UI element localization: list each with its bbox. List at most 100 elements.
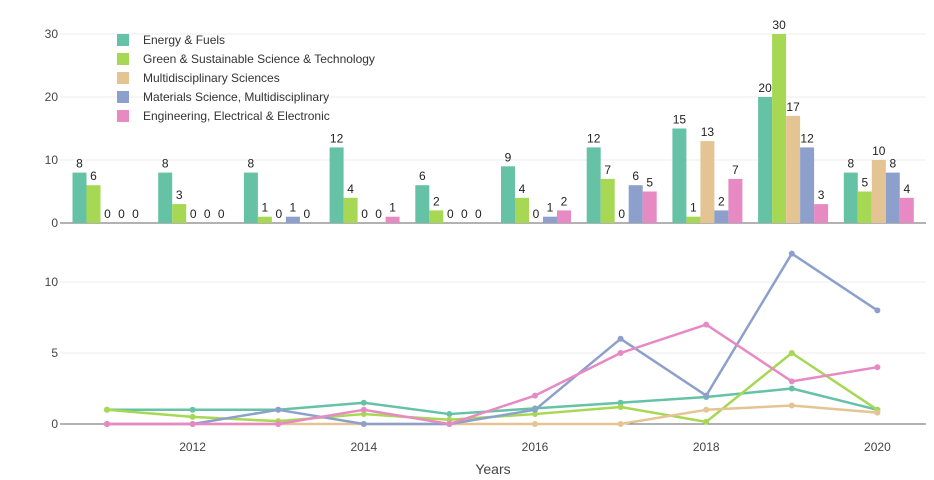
- bar-value-label: 0: [361, 207, 368, 221]
- x-tick-label: 2020: [864, 440, 891, 454]
- bar: [642, 191, 657, 223]
- legend-swatch: [117, 34, 129, 46]
- bar: [257, 216, 272, 223]
- bar-value-label: 5: [861, 176, 868, 190]
- bar: [501, 166, 515, 223]
- series-point: [788, 378, 795, 385]
- bar: [714, 210, 729, 223]
- series-point: [703, 406, 710, 413]
- series-point: [703, 321, 710, 328]
- series-point: [617, 350, 624, 356]
- bar-value-label: 1: [262, 201, 269, 215]
- series-point: [788, 385, 795, 392]
- series-point: [874, 364, 881, 371]
- bar: [857, 191, 872, 223]
- series-point: [532, 392, 538, 399]
- bar-value-label: 8: [847, 157, 854, 171]
- series-point: [617, 421, 624, 427]
- bar-value-label: 6: [632, 169, 639, 183]
- bar-value-label: 3: [176, 188, 183, 202]
- x-tick-label: 2012: [179, 440, 206, 454]
- bar-value-label: 7: [732, 163, 739, 177]
- series-point: [360, 399, 367, 406]
- bar-value-label: 6: [90, 169, 97, 183]
- series-point: [703, 418, 710, 425]
- bar-value-label: 1: [290, 201, 297, 215]
- bar-y-tick-label: 0: [51, 216, 58, 230]
- series-point: [446, 411, 453, 418]
- series-point: [703, 392, 710, 399]
- bar-value-label: 0: [118, 207, 125, 221]
- bar-value-label: 0: [276, 207, 283, 221]
- bar: [543, 216, 557, 223]
- series-point: [617, 335, 624, 342]
- bar: [843, 172, 858, 223]
- series-point: [446, 416, 453, 423]
- series-point: [532, 421, 538, 427]
- bar: [728, 178, 743, 223]
- series-point: [617, 403, 624, 410]
- series-point: [446, 421, 453, 427]
- bar-value-label: 2: [561, 194, 568, 208]
- series-point: [874, 307, 881, 314]
- bar-value-label: 9: [505, 150, 512, 164]
- bar: [86, 185, 101, 223]
- bar: [285, 216, 300, 223]
- series-point: [532, 406, 538, 413]
- line-y-tick-label: 10: [45, 275, 59, 289]
- bar: [415, 185, 430, 223]
- series-point: [788, 402, 795, 409]
- bar-value-label: 0: [304, 207, 311, 221]
- bar-value-label: 1: [690, 201, 697, 215]
- series-line: [107, 252, 879, 426]
- legend: Energy & Fuels Green & Sustainable Scienc…: [117, 33, 375, 123]
- bar-value-label: 0: [461, 207, 468, 221]
- line-y-tick-label: 0: [51, 417, 58, 431]
- bar-value-label: 12: [800, 131, 814, 145]
- bar: [814, 204, 829, 223]
- series-line: [107, 404, 878, 426]
- bar-y-tick-label: 30: [45, 27, 59, 41]
- bar-value-label: 8: [162, 157, 169, 171]
- bar-value-label: 2: [718, 194, 725, 208]
- series-point: [189, 406, 196, 413]
- series-point: [189, 413, 196, 420]
- bar-value-label: 4: [903, 182, 910, 196]
- bar-value-label: 0: [218, 207, 225, 221]
- bar-value-label: 12: [330, 131, 344, 145]
- bar: [600, 178, 615, 223]
- bar: [786, 115, 801, 223]
- bar: [557, 210, 571, 223]
- bar: [672, 128, 687, 223]
- bar: [586, 147, 601, 223]
- bar-value-label: 0: [132, 207, 139, 221]
- bar-value-label: 8: [889, 157, 896, 171]
- series-line: [107, 387, 878, 416]
- legend-label: Multidisciplinary Sciences: [143, 71, 280, 85]
- legend-label: Materials Science, Multidisciplinary: [143, 90, 329, 104]
- bar-value-label: 0: [375, 207, 382, 221]
- series-point: [189, 421, 196, 427]
- series-point: [874, 409, 881, 416]
- legend-swatch: [117, 53, 129, 65]
- bar-value-label: 3: [818, 188, 825, 202]
- bar-value-label: 20: [758, 81, 772, 95]
- bar-value-label: 7: [604, 163, 611, 177]
- bar: [885, 172, 900, 223]
- series-point: [275, 406, 282, 413]
- legend-label: Green & Sustainable Science & Technology: [143, 52, 375, 66]
- bar-value-label: 12: [587, 131, 601, 145]
- bar-value-label: 8: [76, 157, 83, 171]
- x-tick-label: 2018: [693, 440, 720, 454]
- legend-swatch: [117, 110, 129, 122]
- series-point: [104, 421, 110, 427]
- bar: [329, 147, 344, 223]
- bar-value-label: 4: [519, 182, 526, 196]
- bar-value-label: 2: [433, 194, 440, 208]
- series-point: [360, 421, 367, 427]
- series-point: [617, 399, 624, 406]
- bar: [429, 210, 444, 223]
- legend-label: Engineering, Electrical & Electronic: [143, 109, 330, 123]
